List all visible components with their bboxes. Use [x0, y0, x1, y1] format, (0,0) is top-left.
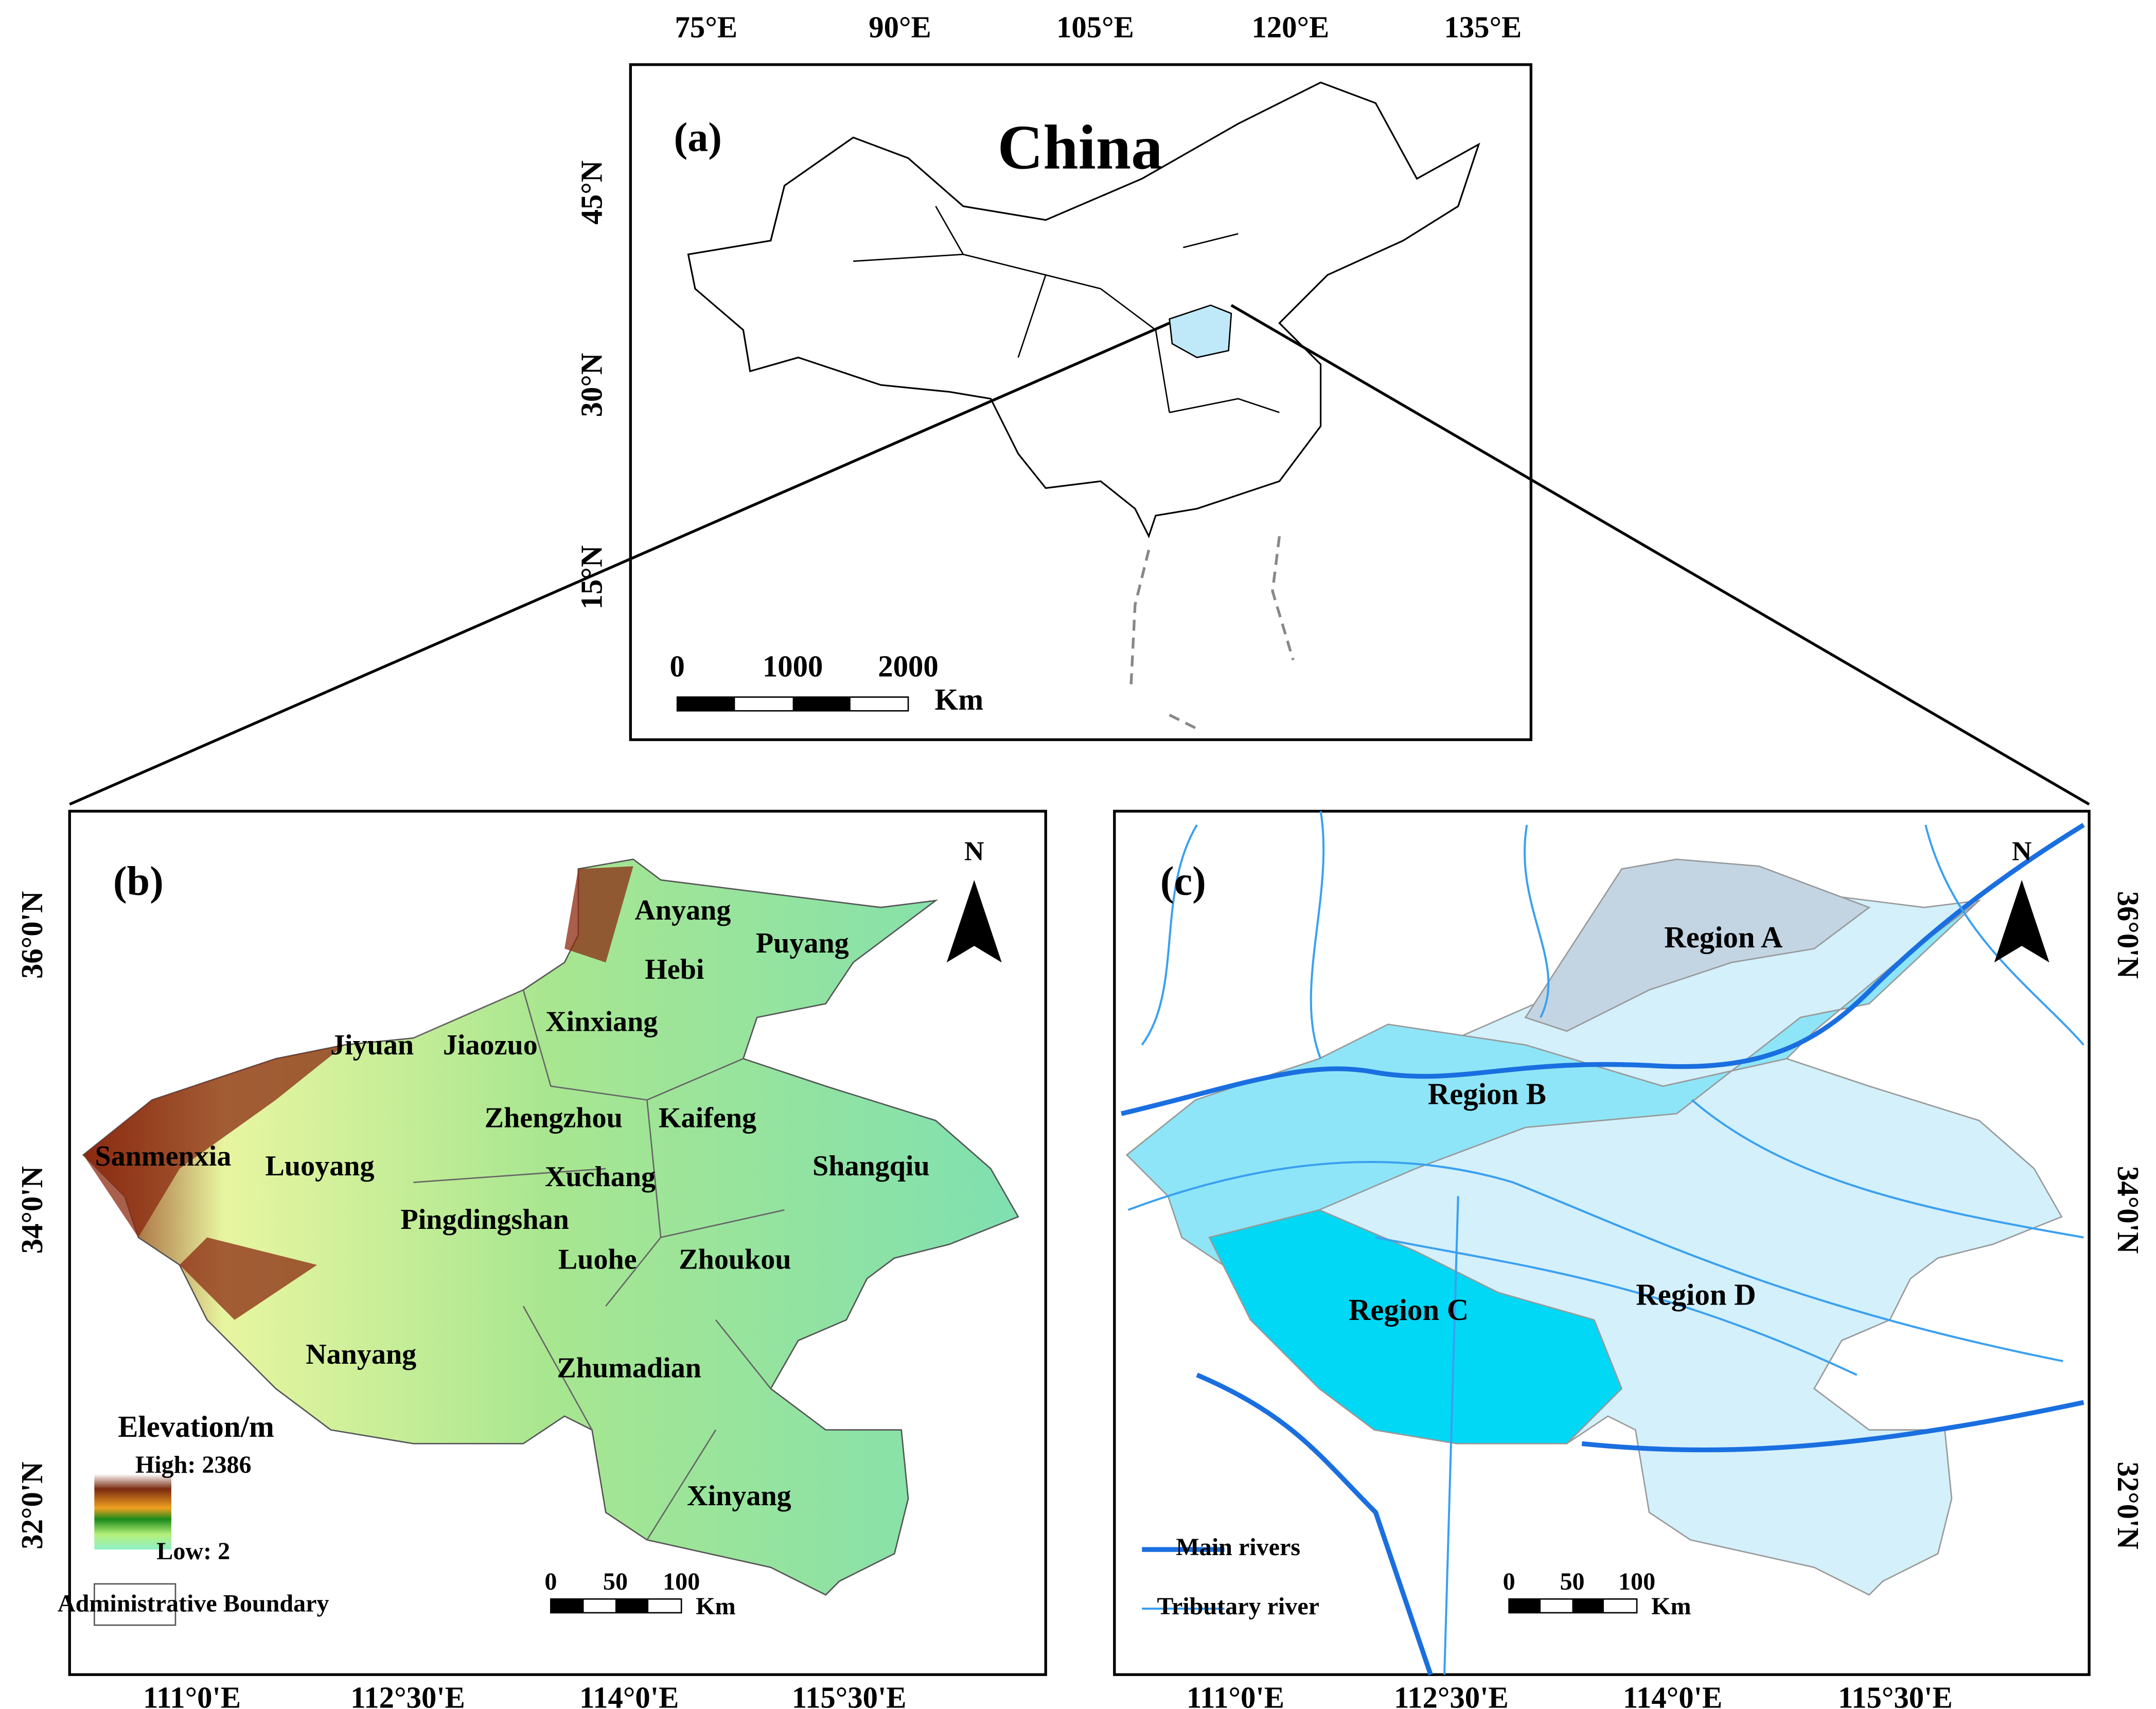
lat-tick: 36°0'N [2111, 891, 2145, 979]
north-label: N [964, 835, 984, 866]
scale-label: 0 [669, 650, 684, 683]
city-label: Shangqiu [812, 1150, 930, 1182]
lat-tick: 36°0'N [15, 891, 49, 979]
lon-tick: 105°E [1056, 10, 1134, 44]
admin-boundary [413, 989, 785, 1541]
henan-highlight [1169, 304, 1232, 359]
lon-tick: 90°E [869, 10, 931, 44]
lon-tick: 135°E [1444, 10, 1522, 44]
scale-segment [792, 697, 851, 711]
city-label: Zhengzhou [485, 1102, 623, 1134]
panel-label: (a) [674, 115, 722, 161]
city-label: Pingdingshan [400, 1204, 569, 1236]
region-label: Region A [1664, 921, 1783, 954]
city-label: Anyang [634, 894, 731, 926]
map-title: China [997, 112, 1162, 182]
regions [1125, 858, 2062, 1596]
lon-tick: 114°0'E [579, 1681, 679, 1709]
city-label: Puyang [756, 927, 849, 959]
scale-label: 50 [603, 1568, 628, 1595]
city-label: Jiaozuo [443, 1029, 538, 1061]
lat-tick: 15°N [575, 545, 608, 610]
legend-title: Elevation/m [118, 1410, 274, 1443]
scale-segment [1572, 1599, 1604, 1613]
city-label: Hebi [645, 954, 704, 985]
lat-tick: 30°N [575, 353, 608, 417]
scale-unit: Km [696, 1593, 735, 1620]
legend-high: High: 2386 [135, 1451, 252, 1478]
scale-segment [1509, 1599, 1541, 1613]
scale-bar [676, 696, 909, 712]
lon-tick: 112°30'E [350, 1681, 465, 1709]
south-china-sea-line [1129, 536, 1295, 730]
lon-tick: 111°0'E [1187, 1681, 1284, 1709]
lon-tick: 111°0'E [143, 1681, 241, 1709]
city-label: Sanmenxia [95, 1140, 231, 1172]
panel-label: (b) [113, 859, 164, 904]
city-label: Kaifeng [659, 1102, 756, 1134]
north-label: N [2012, 835, 2032, 866]
tributary-river [1127, 811, 2084, 1675]
lon-tick: 114°0'E [1623, 1681, 1722, 1709]
region-label: Region B [1428, 1078, 1546, 1111]
scale-label: 0 [544, 1568, 557, 1595]
city-label: Luoyang [266, 1150, 375, 1182]
scale-label: 100 [663, 1568, 700, 1595]
scale-label: 0 [1503, 1568, 1515, 1595]
panel-label: (c) [1160, 859, 1206, 904]
legend-main: Main rivers [1176, 1534, 1300, 1561]
main-river [1121, 823, 2085, 1676]
city-label: Nanyang [306, 1338, 416, 1370]
region-label: Region D [1636, 1278, 1756, 1312]
zoom-line [1230, 304, 2090, 806]
lon-tick: 115°30'E [792, 1681, 907, 1709]
legend-tributary: Tributary river [1157, 1593, 1319, 1620]
boundary-swatch [94, 1583, 176, 1626]
north-arrow [946, 879, 1002, 963]
scale-segment [551, 1599, 584, 1613]
city-label: Xuchang [545, 1161, 656, 1193]
scale-segment [677, 697, 735, 711]
lon-tick: 112°30'E [1394, 1681, 1509, 1709]
scale-label: 1000 [763, 650, 823, 683]
lat-tick: 32°0'N [15, 1461, 49, 1549]
city-label: Zhoukou [679, 1244, 791, 1276]
lat-tick: 45°N [575, 161, 608, 225]
city-label: Xinxiang [545, 1006, 658, 1037]
region-a-area [1524, 858, 1871, 1032]
scale-label: 2000 [878, 650, 939, 683]
lon-tick: 115°30'E [1838, 1681, 1953, 1709]
scale-unit: Km [935, 683, 984, 716]
scale-label: 50 [1560, 1568, 1584, 1595]
city-label: Zhumadian [557, 1352, 701, 1384]
city-label: Jiyuan [330, 1029, 414, 1061]
region-label: Region C [1349, 1293, 1469, 1327]
zoom-line [69, 322, 1170, 806]
lat-tick: 34°0'N [2111, 1166, 2145, 1254]
lat-tick: 34°0'N [15, 1166, 49, 1254]
panel-a-frame [629, 63, 1533, 742]
city-labels: Anyang Puyang Hebi Xinxiang Jiyuan Jiaoz… [95, 894, 929, 1512]
scale-label: 100 [1618, 1568, 1655, 1595]
elevation-ramp [94, 1474, 171, 1550]
china-outline [687, 81, 1480, 539]
legend-low: Low: 2 [156, 1538, 230, 1565]
lon-tick: 120°E [1251, 10, 1329, 44]
legend-boundary: Administrative Boundary [58, 1590, 329, 1617]
city-label: Luohe [558, 1244, 637, 1276]
lon-tick: 75°E [675, 10, 737, 44]
city-label: Xinyang [687, 1480, 791, 1512]
scale-segment [615, 1599, 649, 1613]
lat-tick: 32°0'N [2111, 1461, 2145, 1549]
north-arrow [1994, 879, 2049, 963]
scale-unit: Km [1651, 1593, 1691, 1620]
region-c-area [1208, 1209, 1623, 1444]
highland [83, 866, 633, 1320]
